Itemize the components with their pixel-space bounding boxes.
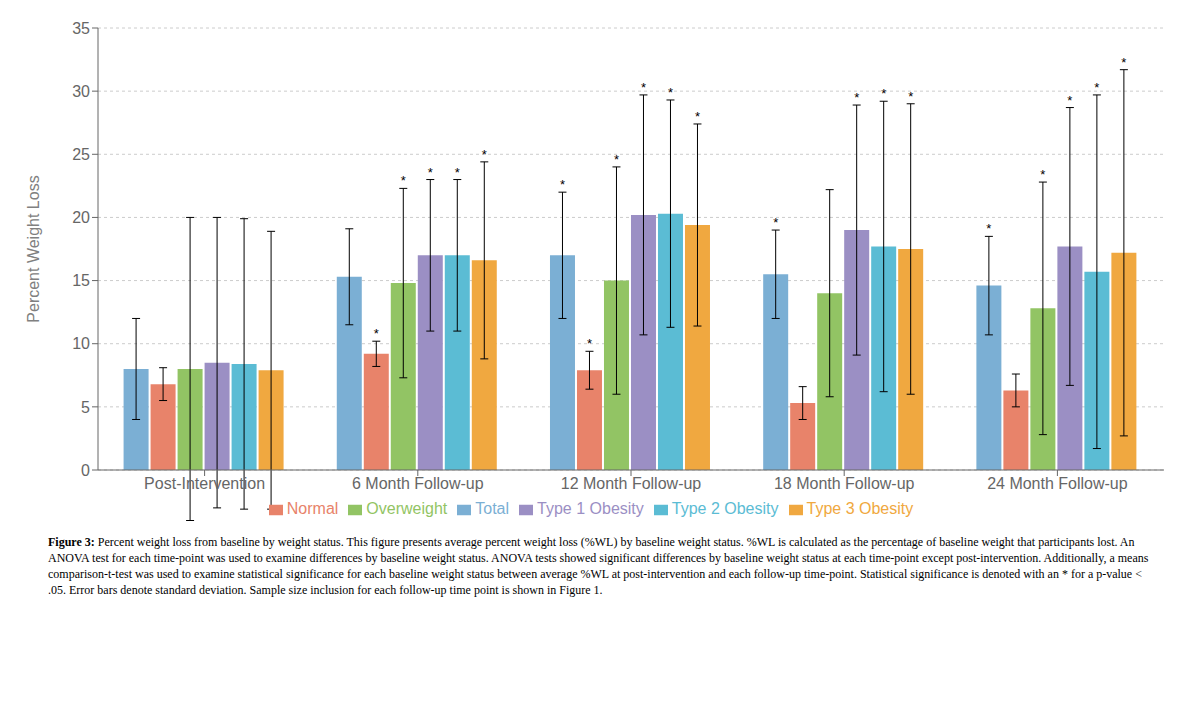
svg-text:*: *	[908, 89, 913, 104]
svg-text:25: 25	[72, 146, 90, 163]
html-text:Overweight: Overweight	[366, 500, 448, 517]
svg-text:*: *	[587, 336, 592, 351]
svg-text:*: *	[641, 80, 646, 95]
svg-text:6 Month Follow-up: 6 Month Follow-up	[352, 475, 484, 492]
svg-text:*: *	[1094, 80, 1099, 95]
svg-text:*: *	[986, 221, 991, 236]
svg-text:18 Month Follow-up: 18 Month Follow-up	[774, 475, 915, 492]
svg-text:*: *	[455, 165, 460, 180]
svg-text:*: *	[428, 165, 433, 180]
svg-text:*: *	[614, 152, 619, 167]
svg-text:15: 15	[72, 272, 90, 289]
html-text:Type 2 Obesity: Type 2 Obesity	[671, 500, 779, 517]
svg-text:5: 5	[81, 399, 90, 416]
svg-text:30: 30	[72, 83, 90, 100]
svg-text:*: *	[482, 147, 487, 162]
html-text:Type 1 Obesity: Type 1 Obesity	[537, 500, 644, 517]
svg-text:*: *	[401, 173, 406, 188]
svg-text:*: *	[1067, 93, 1072, 108]
svg-text:*: *	[1040, 167, 1045, 182]
html-text:Total: Total	[475, 500, 510, 517]
svg-text:*: *	[695, 109, 700, 124]
html-text:Type 3 Obesity: Type 3 Obesity	[806, 500, 914, 517]
svg-text:Post-Intervention: Post-Intervention	[144, 475, 265, 492]
html-text:Normal: Normal	[286, 500, 339, 517]
svg-text:35: 35	[72, 20, 90, 37]
svg-text:24 Month Follow-up: 24 Month Follow-up	[987, 475, 1128, 492]
html-text:Figure 3: Percent weight loss: Figure 3: Percent weight loss from basel…	[48, 535, 1149, 597]
svg-text:*: *	[374, 326, 379, 341]
svg-text:Percent Weight Loss: Percent Weight Loss	[25, 175, 42, 322]
svg-text:*: *	[560, 177, 565, 192]
svg-text:10: 10	[72, 335, 90, 352]
svg-text:0: 0	[81, 462, 90, 479]
svg-text:*: *	[881, 86, 886, 101]
svg-text:*: *	[1121, 55, 1126, 70]
svg-text:20: 20	[72, 209, 90, 226]
svg-text:12 Month Follow-up: 12 Month Follow-up	[561, 475, 702, 492]
svg-text:*: *	[854, 90, 859, 105]
svg-text:*: *	[773, 215, 778, 230]
svg-text:*: *	[668, 85, 673, 100]
